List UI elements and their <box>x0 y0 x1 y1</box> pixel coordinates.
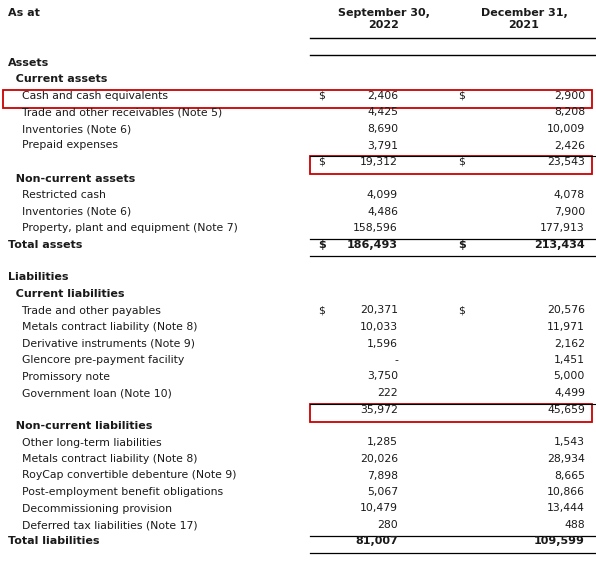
Text: 11,971: 11,971 <box>547 322 585 332</box>
Text: 213,434: 213,434 <box>534 239 585 249</box>
Text: 20,026: 20,026 <box>360 454 398 464</box>
Text: 8,665: 8,665 <box>554 470 585 480</box>
Text: 13,444: 13,444 <box>547 504 585 514</box>
Text: 20,371: 20,371 <box>360 305 398 315</box>
Text: Derivative instruments (Note 9): Derivative instruments (Note 9) <box>8 339 195 349</box>
Bar <box>310 156 592 174</box>
Text: Property, plant and equipment (Note 7): Property, plant and equipment (Note 7) <box>8 223 238 233</box>
Text: $: $ <box>458 305 465 315</box>
Text: September 30,
2022: September 30, 2022 <box>338 8 430 30</box>
Text: Trade and other payables: Trade and other payables <box>8 305 161 315</box>
Text: Cash and cash equivalents: Cash and cash equivalents <box>8 91 168 101</box>
Text: 1,596: 1,596 <box>367 339 398 349</box>
Text: Promissory note: Promissory note <box>8 371 110 381</box>
Text: 10,033: 10,033 <box>360 322 398 332</box>
Text: Liabilities: Liabilities <box>8 273 69 283</box>
Text: Government loan (Note 10): Government loan (Note 10) <box>8 388 172 398</box>
Text: 1,451: 1,451 <box>554 355 585 365</box>
Text: 28,934: 28,934 <box>547 454 585 464</box>
Text: 3,750: 3,750 <box>367 371 398 381</box>
Text: 2,426: 2,426 <box>554 140 585 150</box>
Text: 4,486: 4,486 <box>367 207 398 216</box>
Text: 109,599: 109,599 <box>534 536 585 546</box>
Text: 2,406: 2,406 <box>367 91 398 101</box>
Text: $: $ <box>318 239 326 249</box>
Text: Current assets: Current assets <box>8 74 107 84</box>
Text: Non-current assets: Non-current assets <box>8 174 135 184</box>
Text: Current liabilities: Current liabilities <box>8 289 125 299</box>
Text: Trade and other receivables (Note 5): Trade and other receivables (Note 5) <box>8 108 222 118</box>
Text: Metals contract liability (Note 8): Metals contract liability (Note 8) <box>8 454 197 464</box>
Text: Non-current liabilities: Non-current liabilities <box>8 421 153 431</box>
Text: December 31,
2021: December 31, 2021 <box>480 8 567 30</box>
Text: -: - <box>394 355 398 365</box>
Text: Decommissioning provision: Decommissioning provision <box>8 504 172 514</box>
Bar <box>310 404 592 422</box>
Text: 488: 488 <box>564 520 585 530</box>
Text: 8,690: 8,690 <box>367 124 398 134</box>
Text: 4,499: 4,499 <box>554 388 585 398</box>
Text: 35,972: 35,972 <box>360 404 398 415</box>
Text: 2,900: 2,900 <box>554 91 585 101</box>
Text: RoyCap convertible debenture (Note 9): RoyCap convertible debenture (Note 9) <box>8 470 237 480</box>
Text: 280: 280 <box>377 520 398 530</box>
Text: Restricted cash: Restricted cash <box>8 190 106 200</box>
Text: 19,312: 19,312 <box>360 157 398 167</box>
Text: Inventories (Note 6): Inventories (Note 6) <box>8 124 131 134</box>
Text: 186,493: 186,493 <box>347 239 398 249</box>
Text: 23,543: 23,543 <box>547 157 585 167</box>
Text: Total liabilities: Total liabilities <box>8 536 100 546</box>
Text: Glencore pre-payment facility: Glencore pre-payment facility <box>8 355 184 365</box>
Text: Inventories (Note 6): Inventories (Note 6) <box>8 207 131 216</box>
Text: 20,576: 20,576 <box>547 305 585 315</box>
Text: 4,425: 4,425 <box>367 108 398 118</box>
Text: 10,866: 10,866 <box>547 487 585 497</box>
Text: 7,898: 7,898 <box>367 470 398 480</box>
Text: 158,596: 158,596 <box>353 223 398 233</box>
Text: Other long-term liabilities: Other long-term liabilities <box>8 438 162 448</box>
Text: 8,208: 8,208 <box>554 108 585 118</box>
Text: 222: 222 <box>377 388 398 398</box>
Text: $: $ <box>458 239 465 249</box>
Text: $: $ <box>318 91 325 101</box>
Text: 45,659: 45,659 <box>547 404 585 415</box>
Text: Assets: Assets <box>8 58 49 68</box>
Text: $: $ <box>458 157 465 167</box>
Text: 5,067: 5,067 <box>367 487 398 497</box>
Text: 1,285: 1,285 <box>367 438 398 448</box>
Text: As at: As at <box>8 8 40 18</box>
Text: 5,000: 5,000 <box>554 371 585 381</box>
Text: 3,791: 3,791 <box>367 140 398 150</box>
Text: Total assets: Total assets <box>8 239 82 249</box>
Text: $: $ <box>318 157 325 167</box>
Text: 10,009: 10,009 <box>547 124 585 134</box>
Text: Metals contract liability (Note 8): Metals contract liability (Note 8) <box>8 322 197 332</box>
Text: 4,078: 4,078 <box>554 190 585 200</box>
Text: 177,913: 177,913 <box>540 223 585 233</box>
Text: 1,543: 1,543 <box>554 438 585 448</box>
Text: Post-employment benefit obligations: Post-employment benefit obligations <box>8 487 223 497</box>
Text: 10,479: 10,479 <box>360 504 398 514</box>
Text: 2,162: 2,162 <box>554 339 585 349</box>
Text: $: $ <box>318 305 325 315</box>
Text: 7,900: 7,900 <box>554 207 585 216</box>
Text: $: $ <box>458 91 465 101</box>
Bar <box>3 90 592 108</box>
Text: Deferred tax liabilities (Note 17): Deferred tax liabilities (Note 17) <box>8 520 198 530</box>
Text: Prepaid expenses: Prepaid expenses <box>8 140 118 150</box>
Text: 4,099: 4,099 <box>367 190 398 200</box>
Text: 81,007: 81,007 <box>355 536 398 546</box>
